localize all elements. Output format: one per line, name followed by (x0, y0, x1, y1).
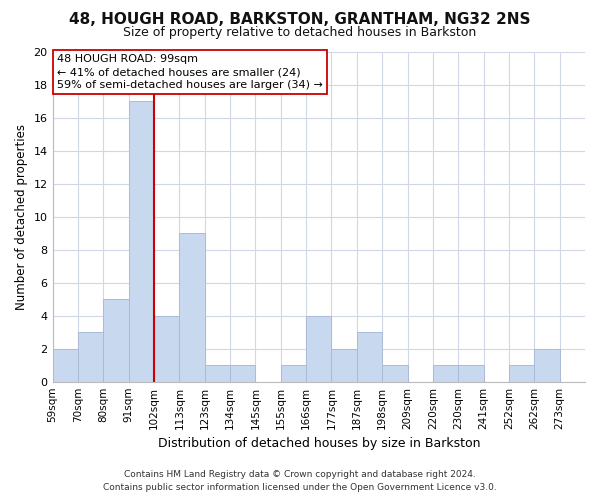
Bar (179, 233, 205, 382)
Bar (306, 316, 331, 382)
Bar (128, 101, 154, 382)
Text: Size of property relative to detached houses in Barkston: Size of property relative to detached ho… (124, 26, 476, 39)
Bar (433, 365, 458, 382)
Bar (78, 332, 103, 382)
Bar (382, 365, 407, 382)
Bar (458, 365, 484, 382)
Bar (230, 365, 256, 382)
Text: 48, HOUGH ROAD, BARKSTON, GRANTHAM, NG32 2NS: 48, HOUGH ROAD, BARKSTON, GRANTHAM, NG32… (69, 12, 531, 28)
Bar (103, 299, 128, 382)
X-axis label: Distribution of detached houses by size in Barkston: Distribution of detached houses by size … (158, 437, 480, 450)
Bar (53, 348, 78, 382)
Bar (331, 348, 357, 382)
Bar (154, 316, 179, 382)
Text: 48 HOUGH ROAD: 99sqm
← 41% of detached houses are smaller (24)
59% of semi-detac: 48 HOUGH ROAD: 99sqm ← 41% of detached h… (57, 54, 323, 90)
Y-axis label: Number of detached properties: Number of detached properties (15, 124, 28, 310)
Bar (534, 348, 560, 382)
Bar (509, 365, 534, 382)
Text: Contains HM Land Registry data © Crown copyright and database right 2024.
Contai: Contains HM Land Registry data © Crown c… (103, 470, 497, 492)
Bar (357, 332, 382, 382)
Bar (205, 365, 230, 382)
Bar (281, 365, 306, 382)
